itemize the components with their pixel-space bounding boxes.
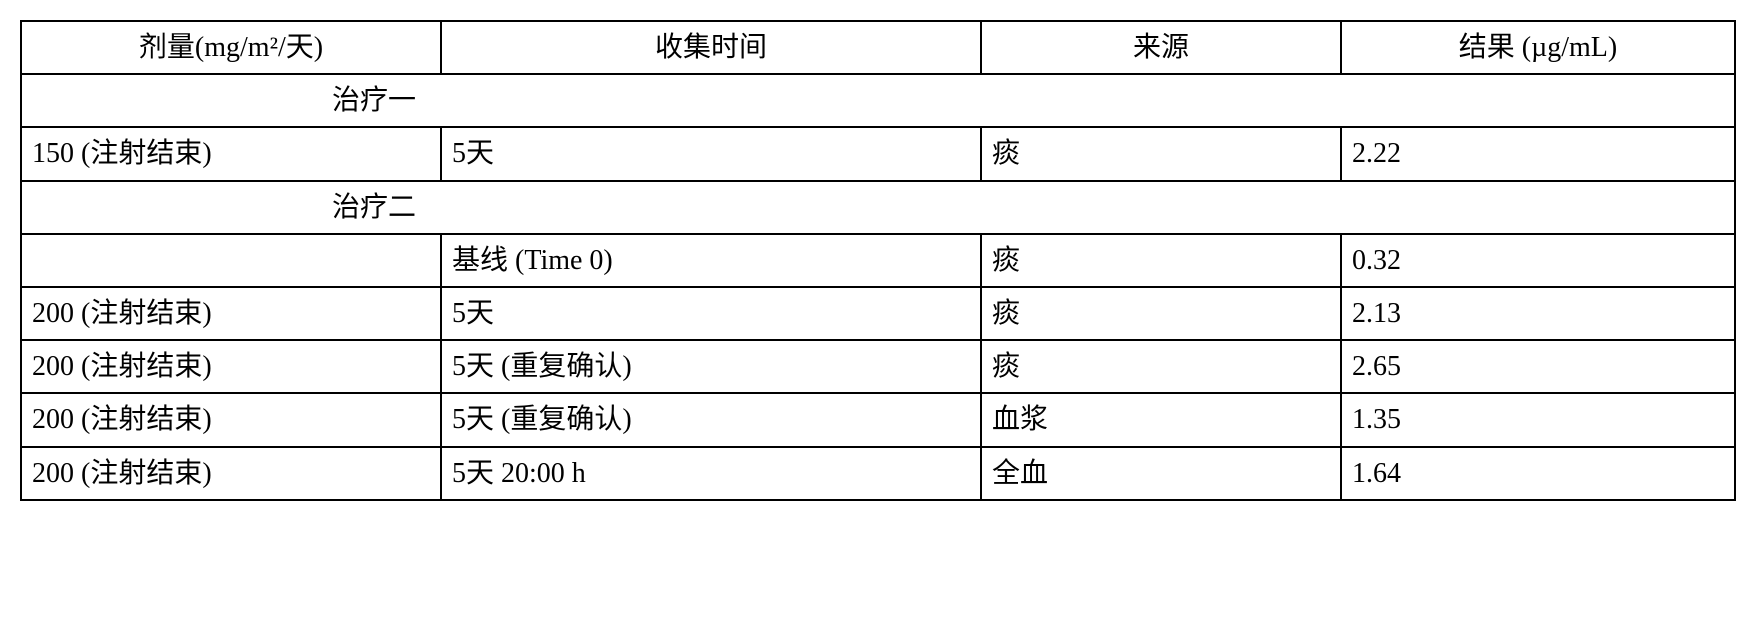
table-row: 200 (注射结束) 5天 (重复确认) 痰 2.65 <box>21 340 1735 393</box>
cell-dose: 150 (注射结束) <box>21 127 441 180</box>
cell-result: 2.13 <box>1341 287 1735 340</box>
cell-result: 0.32 <box>1341 234 1735 287</box>
cell-source: 全血 <box>981 447 1341 500</box>
cell-time: 5天 <box>441 127 981 180</box>
cell-dose: 200 (注射结束) <box>21 393 441 446</box>
table-row: 150 (注射结束) 5天 痰 2.22 <box>21 127 1735 180</box>
cell-result: 2.22 <box>1341 127 1735 180</box>
cell-source: 痰 <box>981 127 1341 180</box>
cell-dose: 200 (注射结束) <box>21 287 441 340</box>
cell-time: 5天 20:00 h <box>441 447 981 500</box>
cell-time: 基线 (Time 0) <box>441 234 981 287</box>
cell-result: 2.65 <box>1341 340 1735 393</box>
cell-dose <box>21 234 441 287</box>
col-header-result: 结果 (µg/mL) <box>1341 21 1735 74</box>
col-header-time: 收集时间 <box>441 21 981 74</box>
data-table: 剂量(mg/m²/天) 收集时间 来源 结果 (µg/mL) 治疗一 150 (… <box>20 20 1736 501</box>
cell-result: 1.64 <box>1341 447 1735 500</box>
cell-source: 痰 <box>981 340 1341 393</box>
col-header-source: 来源 <box>981 21 1341 74</box>
cell-time: 5天 (重复确认) <box>441 393 981 446</box>
section-1-title: 治疗一 <box>21 74 1735 127</box>
section-title-row: 治疗一 <box>21 74 1735 127</box>
cell-source: 痰 <box>981 234 1341 287</box>
table-row: 200 (注射结束) 5天 (重复确认) 血浆 1.35 <box>21 393 1735 446</box>
table-row: 200 (注射结束) 5天 痰 2.13 <box>21 287 1735 340</box>
cell-result: 1.35 <box>1341 393 1735 446</box>
header-row: 剂量(mg/m²/天) 收集时间 来源 结果 (µg/mL) <box>21 21 1735 74</box>
cell-time: 5天 <box>441 287 981 340</box>
cell-dose: 200 (注射结束) <box>21 447 441 500</box>
table-row: 200 (注射结束) 5天 20:00 h 全血 1.64 <box>21 447 1735 500</box>
cell-source: 痰 <box>981 287 1341 340</box>
section-2-title: 治疗二 <box>21 181 1735 234</box>
cell-source: 血浆 <box>981 393 1341 446</box>
table-row: 基线 (Time 0) 痰 0.32 <box>21 234 1735 287</box>
cell-dose: 200 (注射结束) <box>21 340 441 393</box>
cell-time: 5天 (重复确认) <box>441 340 981 393</box>
col-header-dose: 剂量(mg/m²/天) <box>21 21 441 74</box>
section-title-row: 治疗二 <box>21 181 1735 234</box>
